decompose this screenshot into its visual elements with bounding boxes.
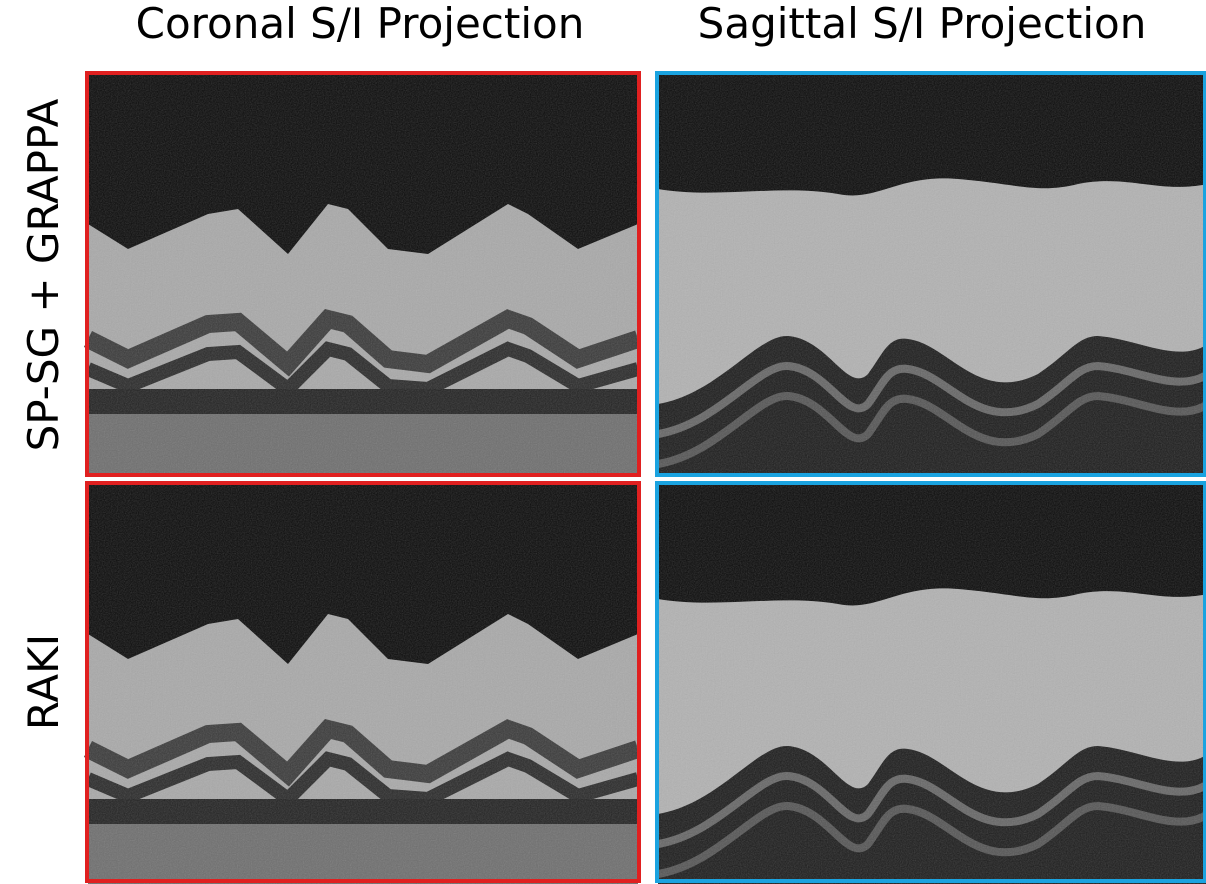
row-label: RAKI: [19, 634, 68, 730]
row-label: SP-SG + GRAPPA: [19, 98, 68, 451]
column-title: Sagittal S/I Projection: [698, 0, 1147, 48]
coronal-image: [88, 484, 638, 884]
page: Coronal S/I Projection Sagittal S/I Proj…: [0, 0, 1206, 884]
sagittal-image: [658, 484, 1206, 884]
column-title: Coronal S/I Projection: [136, 0, 585, 48]
sagittal-image: [658, 74, 1206, 474]
coronal-image: [88, 74, 638, 474]
figure: Coronal S/I Projection Sagittal S/I Proj…: [0, 0, 1206, 884]
